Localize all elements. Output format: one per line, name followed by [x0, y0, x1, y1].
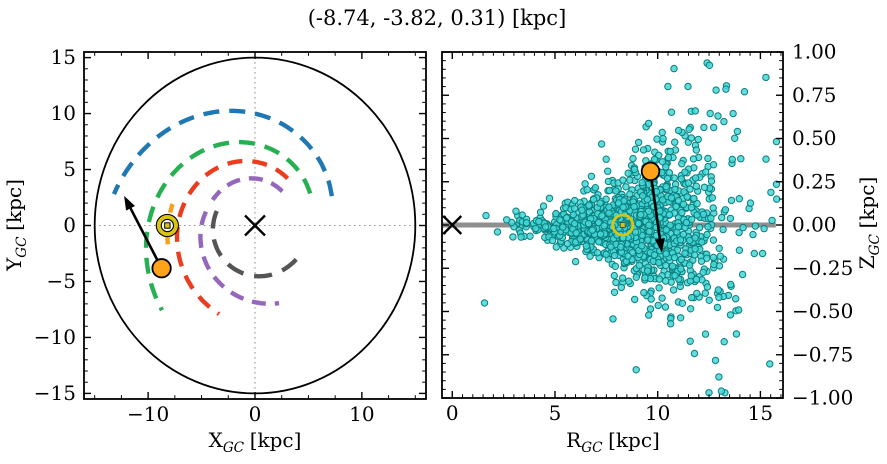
tick-labels: −10 0 10 −15 −10 −5 0 5 10 15 [34, 45, 375, 426]
y-axis-symbol: Y [2, 257, 26, 271]
spiral-arm-green [143, 139, 313, 312]
svg-text:−10: −10 [34, 325, 76, 349]
figure-title: (-8.74, -3.82, 0.31) [kpc] [307, 6, 567, 30]
svg-text:−10: −10 [127, 402, 169, 426]
svg-text:−1.00: −1.00 [792, 386, 853, 410]
spiral-arms [111, 108, 334, 316]
svg-text:0.00: 0.00 [792, 213, 837, 237]
svg-text:5: 5 [63, 157, 76, 181]
x-axis-unit: [kpc] [249, 428, 302, 452]
svg-text:−15: −15 [34, 381, 76, 405]
motion-arrow [649, 171, 665, 253]
r-axis-symbol: R [566, 428, 582, 452]
spiral-arm-purple-top [210, 176, 284, 202]
svg-text:1.00: 1.00 [792, 40, 837, 64]
y-axis-subscript: GC [14, 236, 30, 258]
target-star-marker [640, 161, 661, 182]
galactic-center-marker [244, 214, 266, 237]
spiral-arm-gray-inner [210, 210, 304, 279]
galactic-center-marker [442, 215, 463, 235]
y-axis-unit: [kpc] [2, 179, 26, 231]
y-axis-label-right-panel: ZGC [kpc] [855, 177, 883, 270]
motion-arrow [124, 195, 163, 269]
svg-text:−0.25: −0.25 [792, 256, 853, 280]
svg-text:0.50: 0.50 [792, 126, 837, 150]
svg-text:10: 10 [51, 101, 76, 125]
spiral-arm-blue-outer [111, 108, 334, 197]
svg-text:15: 15 [748, 401, 773, 425]
tick-labels: 0 5 10 15 −1.00 −0.75 −0.50 −0.25 0.00 0.25 0.50 0.… [446, 40, 853, 425]
y-axis-label-left-panel: YGC [kpc] [2, 179, 30, 271]
svg-text:15: 15 [51, 45, 76, 69]
svg-text:5: 5 [549, 401, 562, 425]
target-star-marker [151, 258, 172, 279]
axis-ticks [441, 51, 783, 399]
svg-text:−5: −5 [47, 269, 76, 293]
x-axis-label-left-panel: XGC [kpc] [209, 428, 302, 456]
sun-marker [155, 213, 179, 238]
x-axis-label-right-panel: RGC [kpc] [566, 428, 660, 456]
svg-text:0.25: 0.25 [792, 169, 837, 193]
svg-text:0: 0 [446, 401, 459, 425]
star-sample-scatter [480, 59, 781, 397]
svg-text:0.75: 0.75 [792, 83, 837, 107]
x-axis-subscript: GC [222, 440, 245, 456]
svg-text:10: 10 [349, 402, 374, 426]
svg-text:−0.50: −0.50 [792, 299, 853, 323]
panel-xy-galactic-plane: −10 0 10 −15 −10 −5 0 5 10 15 [34, 45, 427, 426]
svg-text:10: 10 [645, 401, 670, 425]
z-axis-unit: [kpc] [855, 176, 879, 229]
svg-text:−0.75: −0.75 [792, 342, 853, 366]
svg-text:0: 0 [63, 213, 76, 237]
svg-text:0: 0 [249, 402, 262, 426]
x-axis-symbol: X [208, 428, 223, 452]
r-axis-subscript: GC [581, 440, 603, 456]
r-axis-unit: [kpc] [608, 428, 660, 452]
z-axis-symbol: Z [855, 255, 879, 270]
axis-ticks [84, 52, 426, 399]
panel-rz-vertical: 0 5 10 15 −1.00 −0.75 −0.50 −0.25 0.00 0.25 0.50 0.… [441, 40, 853, 425]
spiral-arm-red [174, 158, 290, 316]
sun-marker [611, 213, 635, 237]
z-axis-subscript: GC [867, 234, 883, 256]
